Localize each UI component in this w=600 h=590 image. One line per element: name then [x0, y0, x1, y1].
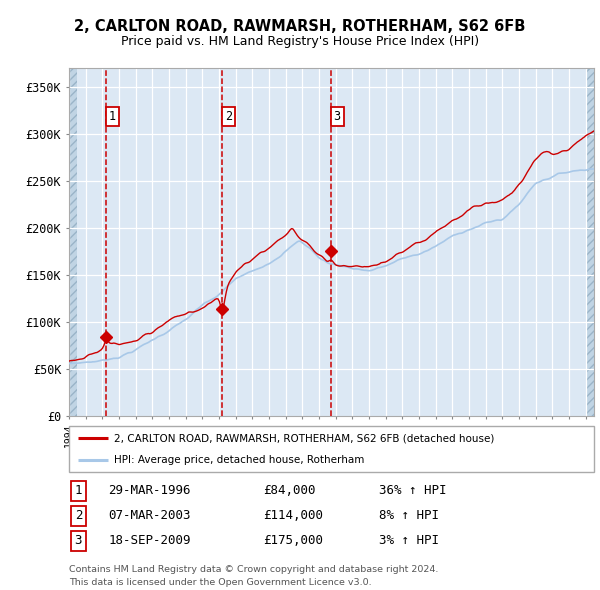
Text: 3: 3 [334, 110, 341, 123]
Text: 29-MAR-1996: 29-MAR-1996 [109, 484, 191, 497]
Text: 3% ↑ HPI: 3% ↑ HPI [379, 535, 439, 548]
Bar [69, 68, 77, 416]
Text: £114,000: £114,000 [263, 509, 323, 522]
Text: HPI: Average price, detached house, Rotherham: HPI: Average price, detached house, Roth… [113, 454, 364, 464]
Text: 2, CARLTON ROAD, RAWMARSH, ROTHERHAM, S62 6FB: 2, CARLTON ROAD, RAWMARSH, ROTHERHAM, S6… [74, 19, 526, 34]
Text: 3: 3 [75, 535, 82, 548]
Text: This data is licensed under the Open Government Licence v3.0.: This data is licensed under the Open Gov… [69, 578, 371, 587]
FancyBboxPatch shape [69, 426, 594, 472]
Bar [587, 68, 595, 416]
Text: 36% ↑ HPI: 36% ↑ HPI [379, 484, 446, 497]
Text: £175,000: £175,000 [263, 535, 323, 548]
Text: 8% ↑ HPI: 8% ↑ HPI [379, 509, 439, 522]
Text: 2: 2 [224, 110, 232, 123]
Text: £84,000: £84,000 [263, 484, 316, 497]
Text: Contains HM Land Registry data © Crown copyright and database right 2024.: Contains HM Land Registry data © Crown c… [69, 565, 439, 574]
Text: 07-MAR-2003: 07-MAR-2003 [109, 509, 191, 522]
Text: Price paid vs. HM Land Registry's House Price Index (HPI): Price paid vs. HM Land Registry's House … [121, 35, 479, 48]
Text: 2: 2 [75, 509, 82, 522]
Text: 18-SEP-2009: 18-SEP-2009 [109, 535, 191, 548]
Text: 2, CARLTON ROAD, RAWMARSH, ROTHERHAM, S62 6FB (detached house): 2, CARLTON ROAD, RAWMARSH, ROTHERHAM, S6… [113, 434, 494, 444]
Text: 1: 1 [75, 484, 82, 497]
Text: 1: 1 [109, 110, 116, 123]
